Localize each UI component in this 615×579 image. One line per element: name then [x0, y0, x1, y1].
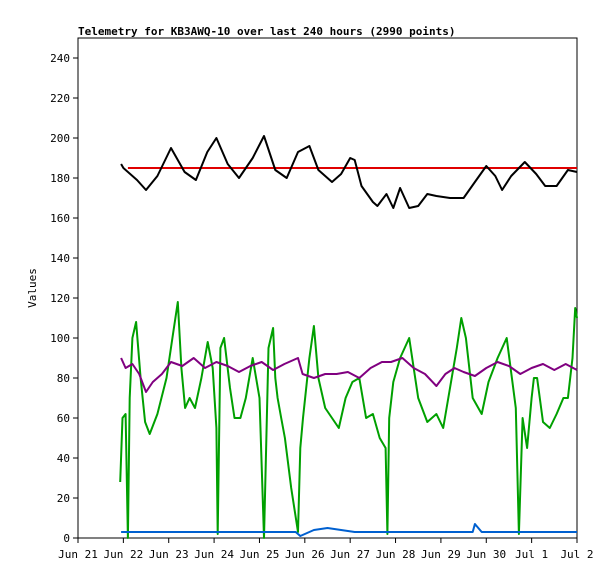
x-tick-label: Jul 1	[515, 548, 548, 561]
y-axis-label: Values	[26, 268, 39, 308]
x-tick-label: Jun 21	[58, 548, 98, 561]
y-tick-label: 60	[57, 412, 70, 425]
y-tick-label: 200	[50, 132, 70, 145]
x-tick-label: Jun 30	[466, 548, 506, 561]
series-line-3	[119, 301, 578, 539]
x-tick-label: Jun 28	[376, 548, 416, 561]
y-tick-label: 160	[50, 212, 70, 225]
y-tick-label: 40	[57, 452, 70, 465]
x-tick-label: Jun 25	[240, 548, 280, 561]
x-tick-label: Jul 2	[560, 548, 593, 561]
x-tick-label: Jun 27	[330, 548, 370, 561]
y-tick-label: 20	[57, 492, 70, 505]
y-tick-label: 220	[50, 92, 70, 105]
y-tick-label: 100	[50, 332, 70, 345]
y-axis: 0 20 40 60 80 100 120 140 160 180 200 220 240	[50, 52, 78, 545]
y-tick-label: 0	[63, 532, 70, 545]
plot-frame	[77, 37, 578, 539]
y-tick-label: 120	[50, 292, 70, 305]
x-axis: Jun 21 Jun 22 Jun 23 Jun 24 Jun 25 Jun 26 Jun …	[58, 538, 594, 561]
y-tick-label: 240	[50, 52, 70, 65]
chart-title: Telemetry for KB3AWQ-10 over last 240 ho…	[78, 25, 456, 38]
y-tick-label: 180	[50, 172, 70, 185]
series-line-5	[121, 523, 577, 537]
x-tick-label: Jun 29	[421, 548, 461, 561]
x-tick-label: Jun 22	[103, 548, 143, 561]
x-tick-label: Jun 26	[285, 548, 325, 561]
series-layer	[119, 135, 578, 539]
x-tick-label: Jun 24	[194, 548, 234, 561]
y-tick-label: 80	[57, 372, 70, 385]
series-line-4	[120, 357, 578, 393]
series-line-2	[120, 135, 578, 209]
x-tick-label: Jun 23	[149, 548, 189, 561]
y-tick-label: 140	[50, 252, 70, 265]
